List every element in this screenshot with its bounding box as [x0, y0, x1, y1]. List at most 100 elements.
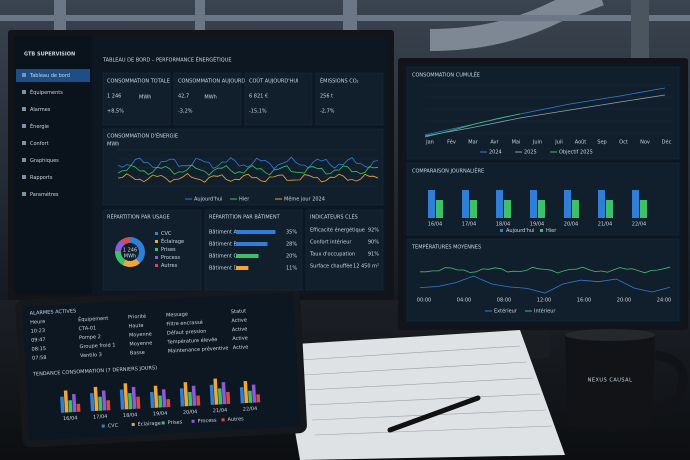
chart-title: CONSOMMATION D'ÉNERGIE — [107, 132, 178, 140]
kpi-label: COÛT AUJOURD'HUI — [249, 78, 298, 85]
panel-title: ALARMES ACTIVES — [30, 308, 77, 316]
table-cell: 10:23 — [31, 328, 46, 335]
x-tick-label: Sep — [597, 140, 606, 146]
legend-swatch — [101, 424, 105, 428]
chart-line — [419, 275, 671, 294]
menu-icon — [22, 90, 26, 94]
bar-decor — [150, 391, 155, 409]
chart-line — [424, 87, 666, 136]
bar-decor — [243, 380, 249, 404]
table-cell: Filtre encrassé — [166, 319, 203, 328]
table-cell: Active — [233, 344, 249, 351]
table-cell: Active — [232, 326, 248, 333]
bar-decor — [98, 396, 103, 411]
x-tick-label: Nov — [640, 140, 650, 146]
bar-decor — [640, 200, 647, 218]
bar-decor — [632, 190, 639, 218]
menu-item[interactable]: Équipements — [30, 88, 63, 96]
x-tick-label: 18/04 — [496, 222, 510, 228]
x-tick-label: Déc — [662, 139, 672, 146]
x-tick-label: Mai — [512, 140, 521, 146]
menu-item[interactable]: Tableau de bord — [29, 73, 70, 79]
legend-label: Objectif 2025 — [559, 150, 593, 156]
dashboard-title: TABLEAU DE BORD – PERFORMANCE ÉNERGÉTIQU… — [102, 56, 232, 64]
bar — [236, 266, 249, 270]
menu-icon — [22, 107, 26, 111]
bar-decor — [158, 395, 163, 408]
x-tick-label: 20/04 — [564, 222, 578, 228]
paper-lines — [299, 345, 553, 436]
tablet: ALARMES ACTIVES Heure Équipement Priorité Me… — [15, 285, 307, 448]
legend-label: Éclairage — [161, 237, 184, 245]
x-tick-label: 19/04 — [153, 411, 168, 418]
menu-icon — [22, 73, 26, 77]
bar-decor — [256, 394, 261, 403]
legend-label: Aujourd'hui — [194, 197, 222, 203]
bar-decor — [462, 190, 469, 218]
legend-label: Même jour 2024 — [284, 196, 325, 203]
menu-item[interactable]: Graphiques — [30, 158, 59, 164]
mug-rim — [565, 329, 655, 341]
legend-label: Intérieur — [534, 308, 556, 315]
x-tick-label: 12:00 — [537, 298, 551, 304]
x-tick-label: Mar — [468, 140, 478, 146]
x-tick-label: Avr — [490, 140, 499, 146]
x-tick-label: 16/04 — [63, 415, 78, 422]
table-cell: Défaut pression — [167, 328, 207, 337]
bar-decor — [128, 393, 133, 410]
bar-decor — [179, 388, 185, 407]
x-tick-label: 16:00 — [577, 298, 591, 304]
panel — [102, 72, 171, 126]
category-label: Bâtiment D — [209, 265, 238, 272]
legend-label: Autres — [227, 416, 244, 423]
table-cell: Température élevée — [166, 336, 217, 346]
table-cell: Maintenance préventive — [168, 344, 229, 354]
x-tick-label: 22/04 — [632, 222, 646, 228]
menu-item[interactable]: Rapports — [30, 175, 53, 181]
legend-swatch — [500, 229, 503, 232]
kpi-change: -3,2% — [178, 109, 193, 115]
bar-decor — [63, 390, 69, 413]
donut-unit: MWh — [124, 254, 136, 260]
chart-title: COMPARAISON JOURNALIÈRE — [412, 167, 484, 175]
kpi-unit: MWh — [204, 95, 216, 101]
bar-decor — [470, 200, 477, 218]
menu-item[interactable]: Confort — [30, 141, 49, 147]
chart-line — [420, 266, 671, 274]
legend-label: Aujourd'hui — [506, 228, 534, 234]
bar-decor — [68, 400, 73, 413]
panel — [315, 72, 384, 126]
legend-swatch — [161, 421, 165, 425]
x-tick-label: Jan — [425, 140, 434, 146]
x-tick-label: 20/04 — [183, 409, 198, 416]
legend-label: Prises — [167, 419, 182, 426]
table-cell: CTA-01 — [78, 325, 96, 332]
menu-item[interactable]: Alarmes — [30, 107, 51, 113]
table-cell: 09:47 — [31, 337, 46, 344]
bar-decor — [221, 382, 227, 405]
legend-swatch — [155, 256, 158, 259]
menu-item[interactable]: Énergie — [30, 122, 49, 130]
menu-item[interactable]: Paramètres — [30, 191, 59, 198]
panel — [406, 238, 680, 322]
indicator-label: Surface chauffée — [310, 263, 352, 270]
bar-decor — [119, 389, 125, 410]
donut-total: 1 246 — [123, 248, 137, 254]
legend-label: Hier — [546, 228, 557, 234]
mug — [565, 335, 655, 432]
table-header: Statut — [231, 308, 247, 315]
bar-decor — [60, 396, 65, 413]
indicator-value: 12 450 m² — [353, 264, 379, 270]
kpi-value: 42,7 — [178, 94, 189, 100]
menu-icon — [22, 124, 26, 128]
bar-decor — [191, 385, 197, 406]
legend-label: CVC — [161, 231, 172, 237]
table-cell: 07:58 — [32, 355, 47, 362]
x-tick-label: Oct — [619, 140, 628, 146]
value-label: 35% — [286, 230, 297, 236]
indicator-label: Taux d'occupation — [309, 252, 355, 258]
bar-decor — [136, 396, 141, 409]
bar-decor — [153, 385, 159, 408]
chart-title: TEMPÉRATURES MOYENNES — [411, 243, 481, 251]
